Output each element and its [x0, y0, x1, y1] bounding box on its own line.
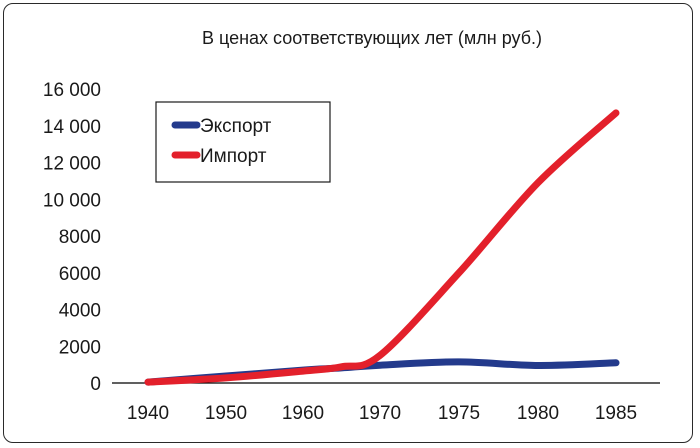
x-tick-label: 1950: [205, 403, 247, 424]
x-tick-label: 1980: [517, 403, 559, 424]
legend-box: [155, 101, 331, 183]
x-tick-label: 1960: [282, 403, 324, 424]
y-tick-label: 10 000: [43, 190, 101, 211]
x-tick-label: 1940: [127, 403, 169, 424]
legend-label-import: Импорт: [200, 146, 267, 167]
y-tick-label: 14 000: [43, 117, 101, 138]
legend: Экспорт Импорт: [155, 101, 331, 183]
y-tick-label: 8000: [59, 227, 101, 248]
y-tick-label: 2000: [59, 337, 101, 358]
series-line-import: [144, 109, 620, 386]
y-tick-label: 6000: [59, 264, 101, 285]
y-tick-label: 16 000: [43, 80, 101, 101]
y-axis-tick-labels: 0 2000 4000 6000 8000 10 000 12 000 14 000 16 00…: [43, 80, 101, 395]
x-tick-label: 1970: [359, 403, 401, 424]
y-tick-label: 0: [90, 374, 101, 395]
legend-label-export: Экспорт: [200, 116, 272, 137]
x-tick-label: 1975: [438, 403, 480, 424]
series-lines: [144, 109, 620, 386]
chart-title: В ценах соответствующих лет (млн руб.): [202, 28, 542, 48]
x-tick-label: 1985: [595, 403, 637, 424]
y-tick-label: 4000: [59, 301, 101, 322]
y-tick-label: 12 000: [43, 154, 101, 175]
x-axis-tick-labels: 1940 1950 1960 1970 1975 1980 1985: [127, 403, 637, 424]
